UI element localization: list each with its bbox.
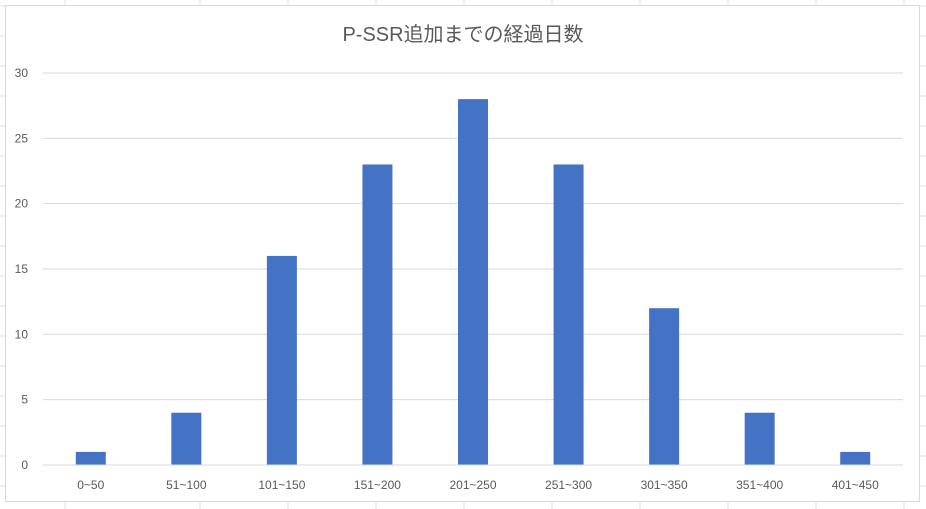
x-tick-label: 251~300: [545, 478, 592, 492]
x-tick-label: 0~50: [77, 478, 104, 492]
x-tick-label: 401~450: [832, 478, 879, 492]
y-tick-label: 25: [15, 131, 29, 145]
bar-0~50: [75, 451, 106, 465]
y-tick-label: 5: [21, 393, 28, 407]
chart-title: P-SSR追加までの経過日数: [342, 24, 584, 46]
bar-51~100: [171, 412, 202, 465]
x-tick-label: 201~250: [449, 478, 496, 492]
bar-151~200: [362, 164, 393, 465]
bar-351~400: [744, 412, 775, 465]
bar-401~450: [840, 451, 871, 465]
bar-301~350: [649, 308, 680, 465]
y-tick-label: 20: [15, 197, 29, 211]
x-tick-label: 151~200: [354, 478, 401, 492]
x-tick-label: 101~150: [258, 478, 305, 492]
bar-201~250: [458, 99, 488, 465]
bar-251~300: [553, 164, 584, 465]
x-tick-label: 351~400: [736, 478, 783, 492]
bar-101~150: [266, 255, 297, 465]
x-tick-label: 51~100: [166, 478, 207, 492]
y-tick-label: 10: [15, 327, 29, 341]
x-tick-label: 301~350: [641, 478, 688, 492]
y-tick-label: 0: [21, 458, 28, 472]
y-tick-label: 15: [15, 262, 29, 276]
y-tick-label: 30: [15, 66, 29, 80]
